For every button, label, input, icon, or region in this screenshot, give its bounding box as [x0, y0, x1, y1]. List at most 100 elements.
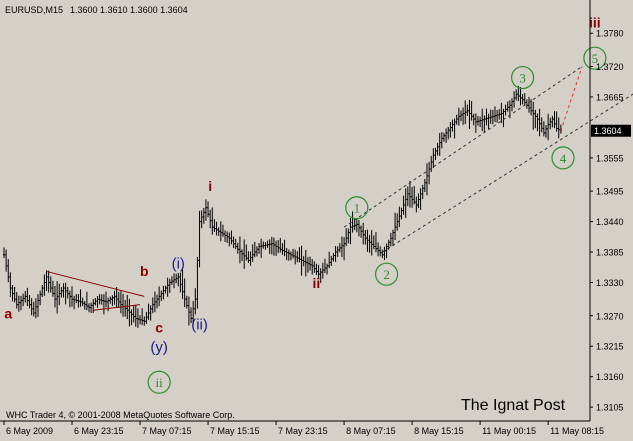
svg-text:ii: ii [156, 375, 164, 390]
price-axis: 1.3780 1.3720 1.3665 1.3604 1.3555 1.3495 1.34… [589, 0, 631, 421]
ohlc-bar [221, 224, 225, 237]
ohlc-bar [192, 301, 195, 325]
ohlc-bar [170, 276, 174, 285]
ohlc-bar [398, 206, 401, 228]
ohlc-bar [421, 184, 424, 199]
ohlc-bar [438, 132, 441, 156]
x-tick-label: 11 May 08:15 [550, 426, 604, 436]
ohlc-bar [532, 101, 535, 130]
ohlc-bar [406, 186, 410, 207]
ohlc-bar [408, 180, 412, 208]
ohlc-bar [540, 117, 543, 133]
ohlc-bar [510, 98, 514, 112]
ohlc-bar [555, 111, 558, 132]
ohlc-bar [90, 302, 93, 313]
ohlc-bar [347, 228, 350, 244]
wave-label-circled: 1 [345, 196, 369, 220]
ohlc-bar [96, 295, 99, 308]
ohlc-bar [179, 272, 182, 293]
ohlc-bar [207, 201, 210, 218]
ohlc-bar [294, 249, 297, 265]
ohlc-bar [285, 248, 288, 261]
ohlc-bar [134, 304, 137, 327]
ohlc-bar [391, 229, 395, 247]
ohlc-bar [419, 188, 422, 210]
ohlc-bar [436, 142, 439, 156]
y-tick-label: 1.3215 [596, 342, 624, 352]
ohlc-bar [268, 239, 271, 254]
ohlc-bar [496, 110, 499, 123]
ohlc-bar [462, 107, 465, 125]
x-tick-label: 8 May 07:15 [346, 426, 396, 436]
ohlc-bar [260, 238, 263, 258]
ohlc-bar [434, 147, 437, 161]
wave-label-circled: 3 [511, 65, 535, 90]
ohlc-bar [5, 249, 8, 272]
ohlc-bar [232, 236, 235, 248]
ohlc-bar [447, 126, 450, 140]
ohlc-bar [536, 113, 539, 132]
ohlc-bar [474, 113, 478, 133]
ohlc-bar [538, 108, 541, 137]
ohlc-bar [32, 301, 35, 317]
ohlc-bar [9, 272, 12, 297]
ohlc-bar [160, 290, 163, 302]
ohlc-bar [158, 286, 161, 307]
ohlc-bar [277, 239, 280, 254]
ohlc-bar [211, 207, 214, 235]
ohlc-bar [453, 118, 456, 139]
ohlc-bar [28, 295, 31, 309]
ohlc-bar [332, 253, 335, 262]
y-tick-label: 1.3720 [596, 62, 624, 72]
ohlc-bar [491, 109, 495, 125]
ohlc-bar [506, 101, 509, 112]
ohlc-bar [41, 285, 44, 297]
ohlc-bar [326, 263, 329, 275]
ohlc-bar [517, 86, 520, 102]
ohlc-bar [353, 218, 356, 231]
ohlc-bar [394, 212, 397, 241]
ohlc-bar [202, 207, 205, 224]
ohlc-bar [151, 297, 154, 314]
ohlc-bar [219, 221, 222, 242]
ohlc-bar [168, 278, 171, 293]
ohlc-bar [396, 213, 399, 231]
ohlc-bar [323, 258, 327, 274]
ohlc-bar [343, 237, 346, 261]
ohlc-bar [194, 288, 197, 315]
ohlc-bar [128, 298, 131, 327]
ohlc-bar [330, 255, 333, 267]
wave-label: (y) [150, 339, 168, 356]
wave-label: i [208, 178, 212, 194]
ohlc-bar [22, 293, 25, 307]
ohlc-bar [366, 229, 369, 252]
ohlc-bar [413, 185, 416, 205]
ohlc-bar [374, 232, 378, 253]
x-tick-label: 8 May 15:15 [414, 426, 464, 436]
trend-lines [46, 66, 633, 311]
ohlc-bar [370, 230, 373, 256]
ohlc-bar [272, 237, 276, 256]
wave-label: ii [313, 275, 321, 291]
ohlc-bar [521, 93, 524, 105]
ohlc-bar [79, 289, 82, 307]
ohlc-bar [183, 278, 186, 308]
ohlc-bar [39, 290, 42, 306]
wave-label: b [140, 263, 149, 279]
ohlc-bar [77, 294, 80, 308]
ohlc-bar [185, 295, 188, 309]
ohlc-bar [304, 249, 308, 277]
ohlc-bar [551, 115, 554, 128]
ohlc-bar [417, 193, 420, 208]
ohlc-bar [11, 284, 14, 302]
wave-label: (i) [172, 256, 185, 273]
ohlc-bar [241, 249, 244, 262]
ohlc-bar [519, 87, 522, 106]
ohlc-bar [3, 247, 6, 259]
ohlc-bar [64, 282, 67, 305]
ohlc-bar [423, 178, 427, 193]
ohlc-bar [51, 280, 55, 297]
ohlc-bar [389, 232, 393, 247]
